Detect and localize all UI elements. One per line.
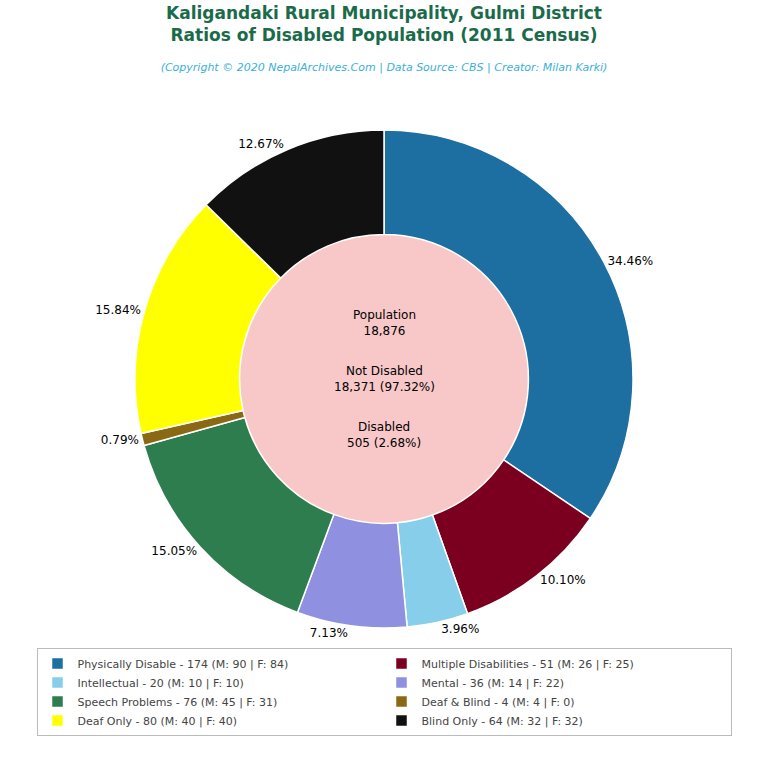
svg-text:Mental - 36 (M: 14 | F: 22): Mental - 36 (M: 14 | F: 22): [422, 677, 564, 690]
svg-text:Deaf & Blind - 4 (M: 4 | F: 0): Deaf & Blind - 4 (M: 4 | F: 0): [422, 696, 575, 709]
svg-text:Not Disabled18,371 (97.32%): Not Disabled18,371 (97.32%): [334, 364, 435, 394]
svg-text:Speech Problems - 76 (M: 45 |: Speech Problems - 76 (M: 45 | F: 31): [78, 696, 278, 709]
svg-text:Intellectual - 20 (M: 10 | F:: Intellectual - 20 (M: 10 | F: 10): [78, 677, 244, 690]
svg-text:10.10%: 10.10%: [540, 573, 586, 587]
svg-text:12.67%: 12.67%: [238, 137, 284, 151]
svg-text:Deaf Only - 80 (M: 40 | F: 40): Deaf Only - 80 (M: 40 | F: 40): [78, 715, 238, 728]
svg-text:15.84%: 15.84%: [95, 303, 141, 317]
svg-text:Blind Only - 64 (M: 32 | F: 32: Blind Only - 64 (M: 32 | F: 32): [422, 715, 583, 728]
svg-text:Physically Disable - 174 (M: 9: Physically Disable - 174 (M: 90 | F: 84): [78, 658, 289, 671]
svg-text:7.13%: 7.13%: [310, 626, 348, 640]
svg-text:0.79%: 0.79%: [101, 433, 139, 447]
svg-text:3.96%: 3.96%: [441, 622, 479, 636]
svg-text:Population18,876: Population18,876: [353, 308, 416, 338]
svg-text:15.05%: 15.05%: [151, 544, 197, 558]
svg-text:34.46%: 34.46%: [607, 254, 653, 268]
svg-text:Multiple Disabilities - 51 (M:: Multiple Disabilities - 51 (M: 26 | F: 2…: [422, 658, 634, 671]
svg-text:(Copyright © 2020 NepalArchive: (Copyright © 2020 NepalArchives.Com | Da…: [161, 61, 608, 74]
svg-text:Disabled505 (2.68%): Disabled505 (2.68%): [347, 420, 421, 450]
svg-text:Kaligandaki Rural Municipality: Kaligandaki Rural Municipality, Gulmi Di…: [166, 3, 602, 45]
